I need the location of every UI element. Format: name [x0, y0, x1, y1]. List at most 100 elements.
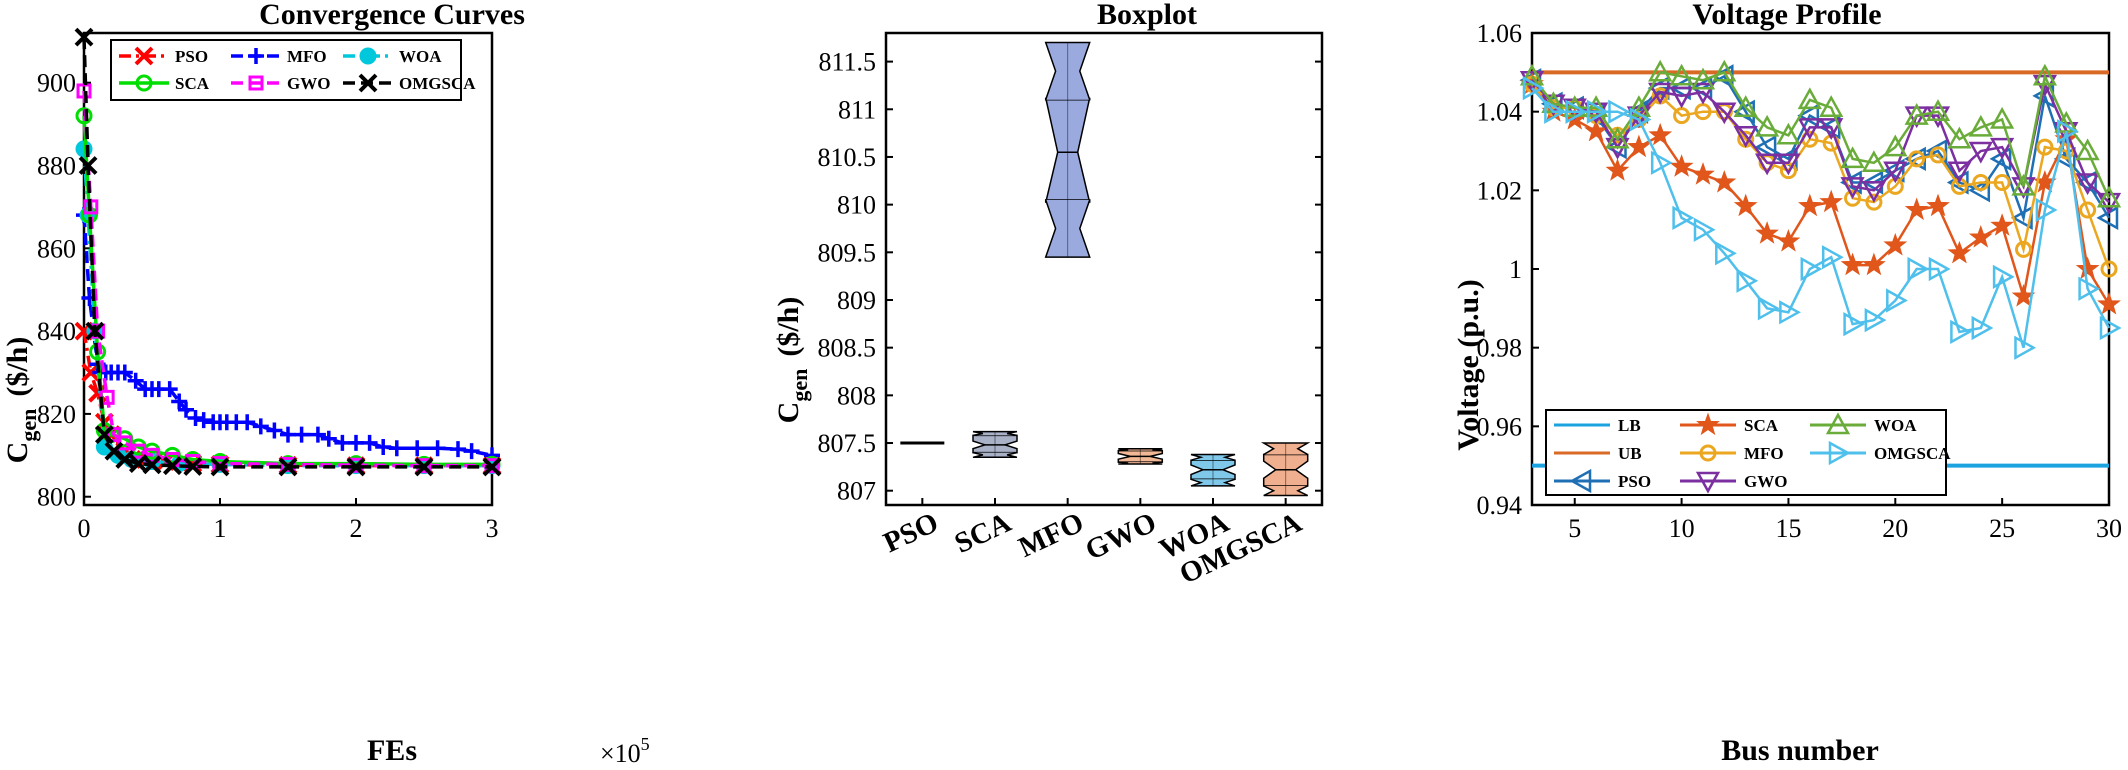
voltage-legend-label: SCA [1744, 416, 1779, 435]
voltage-profile-panel: Voltage Profile Voltage (p.u.) Bus numbe… [1452, 0, 2122, 767]
convergence-point-mfo [127, 372, 144, 389]
voltage-point-mfo [1929, 146, 1947, 164]
voltage-point-omgsca [2078, 276, 2101, 301]
voltage-point-woa [1861, 150, 1887, 173]
convergence-xtick-label: 3 [486, 514, 499, 543]
convergence-point-gwo [117, 435, 133, 451]
voltage-series-line-omgsca [1531, 87, 2111, 349]
voltage-ytick-label: 1.06 [1477, 19, 1523, 48]
voltage-point-omgsca [2057, 119, 2079, 144]
voltage-point-pso [2053, 146, 2076, 172]
voltage-point-woa [1797, 87, 1822, 110]
convergence-ytick-label: 840 [37, 317, 76, 346]
convergence-legend-marker [358, 73, 378, 93]
convergence-point-omgsca [115, 450, 135, 469]
voltage-point-omgsca [1693, 217, 1716, 242]
boxplot-category-label: MFO [1014, 506, 1089, 564]
convergence-ylabel-unit: ($/h) [1, 337, 34, 397]
convergence-legend-marker [134, 46, 154, 66]
convergence-point-mfo [450, 441, 466, 458]
convergence-point-sca [75, 107, 93, 125]
convergence-point-omgsca [346, 457, 366, 477]
voltage-point-woa [1605, 126, 1630, 149]
voltage-point-omgsca [1821, 245, 1844, 270]
convergence-xtick-label: 1 [214, 514, 227, 543]
voltage-legend-marker [1825, 412, 1851, 435]
voltage-title: Voltage Profile [1692, 0, 1881, 31]
boxplot-whisker-top [1044, 41, 1091, 100]
voltage-point-sca [1605, 158, 1630, 181]
boxplot-ytick-label: 810.5 [818, 143, 877, 172]
convergence-point-omgsca [210, 457, 230, 477]
convergence-legend-marker [135, 74, 153, 92]
voltage-ylabel: Voltage (p.u.) [1452, 279, 1485, 450]
voltage-xtick-label: 30 [2096, 514, 2122, 543]
voltage-point-sca [1904, 197, 1929, 221]
voltage-point-omgsca [1886, 288, 1908, 313]
voltage-point-omgsca [1864, 307, 1887, 333]
convergence-point-mfo [195, 412, 212, 429]
boxplot-whisker-bottom [972, 451, 1018, 459]
voltage-point-mfo [2079, 201, 2097, 219]
convergence-legend-marker [248, 48, 264, 64]
voltage-legend-label: WOA [1874, 416, 1917, 435]
voltage-xtick-label: 15 [1775, 514, 1801, 543]
convergence-point-mfo [178, 401, 194, 418]
voltage-point-omgsca [1629, 107, 1652, 132]
voltage-point-woa [1776, 122, 1801, 145]
voltage-legend-label: LB [1618, 416, 1641, 435]
boxplot-whisker-bottom [1118, 461, 1163, 465]
voltage-point-woa [1883, 134, 1908, 157]
voltage-point-gwo [1712, 102, 1737, 125]
voltage-point-woa [1669, 63, 1694, 86]
svg-text:Cgen($/h): Cgen ($/h) [1, 337, 41, 464]
voltage-ytick-label: 0.98 [1477, 334, 1523, 363]
convergence-point-mfo [348, 434, 364, 451]
convergence-point-mfo [239, 414, 256, 431]
voltage-point-gwo [1754, 153, 1780, 176]
boxplot-ylabel-unit: ($/h) [772, 297, 805, 357]
voltage-point-sca [1840, 252, 1865, 276]
convergence-legend-label: WOA [399, 47, 442, 66]
convergence-point-omgsca [74, 27, 94, 47]
convergence-ylabel-main: C [1, 442, 34, 464]
x-multiplier-base: ×10 [600, 739, 641, 768]
voltage-point-omgsca [1565, 99, 1588, 124]
voltage-point-omgsca [1715, 241, 1737, 266]
voltage-point-woa [1690, 67, 1716, 90]
convergence-point-mfo [429, 440, 446, 457]
convergence-curves-panel: Convergence Curves Cgen ($/h) FEs ×105 80… [1, 0, 650, 768]
voltage-point-woa [1583, 95, 1609, 117]
boxplot-whisker-top [972, 430, 1018, 437]
convergence-title: Convergence Curves [259, 0, 525, 31]
boxplot-ylabel: Cgen ($/h) [772, 297, 812, 424]
boxplot-ylabel-sub: gen [787, 369, 812, 402]
voltage-point-sca [1712, 170, 1737, 193]
convergence-point-omgsca [278, 457, 298, 477]
voltage-point-gwo [1797, 118, 1822, 140]
boxplot-ytick-label: 810 [837, 191, 876, 220]
convergence-legend-label: SCA [175, 74, 210, 93]
voltage-point-woa [1925, 99, 1951, 121]
convergence-legend-label: MFO [287, 47, 327, 66]
voltage-point-sca [1926, 193, 1950, 217]
voltage-legend-marker [1569, 468, 1592, 494]
voltage-point-pso [1882, 158, 1905, 183]
boxplot-ytick-label: 807.5 [818, 429, 877, 458]
boxplot-whisker-bottom [1263, 485, 1309, 497]
voltage-legend-label: PSO [1618, 472, 1651, 491]
voltage-legend-marker [1695, 471, 1721, 494]
voltage-point-woa [2075, 138, 2100, 161]
voltage-point-omgsca [1928, 256, 1951, 282]
voltage-point-sca [1584, 118, 1609, 142]
boxplot-category-label: SCA [950, 506, 1016, 560]
voltage-point-omgsca [1992, 264, 2015, 290]
convergence-point-mfo [334, 434, 351, 451]
voltage-series-line-gwo [1531, 79, 2110, 204]
voltage-point-mfo [2036, 138, 2054, 156]
voltage-point-woa [1712, 59, 1737, 82]
convergence-point-omgsca [162, 456, 182, 476]
convergence-legend-marker [248, 75, 264, 91]
voltage-point-omgsca [1757, 296, 1780, 321]
